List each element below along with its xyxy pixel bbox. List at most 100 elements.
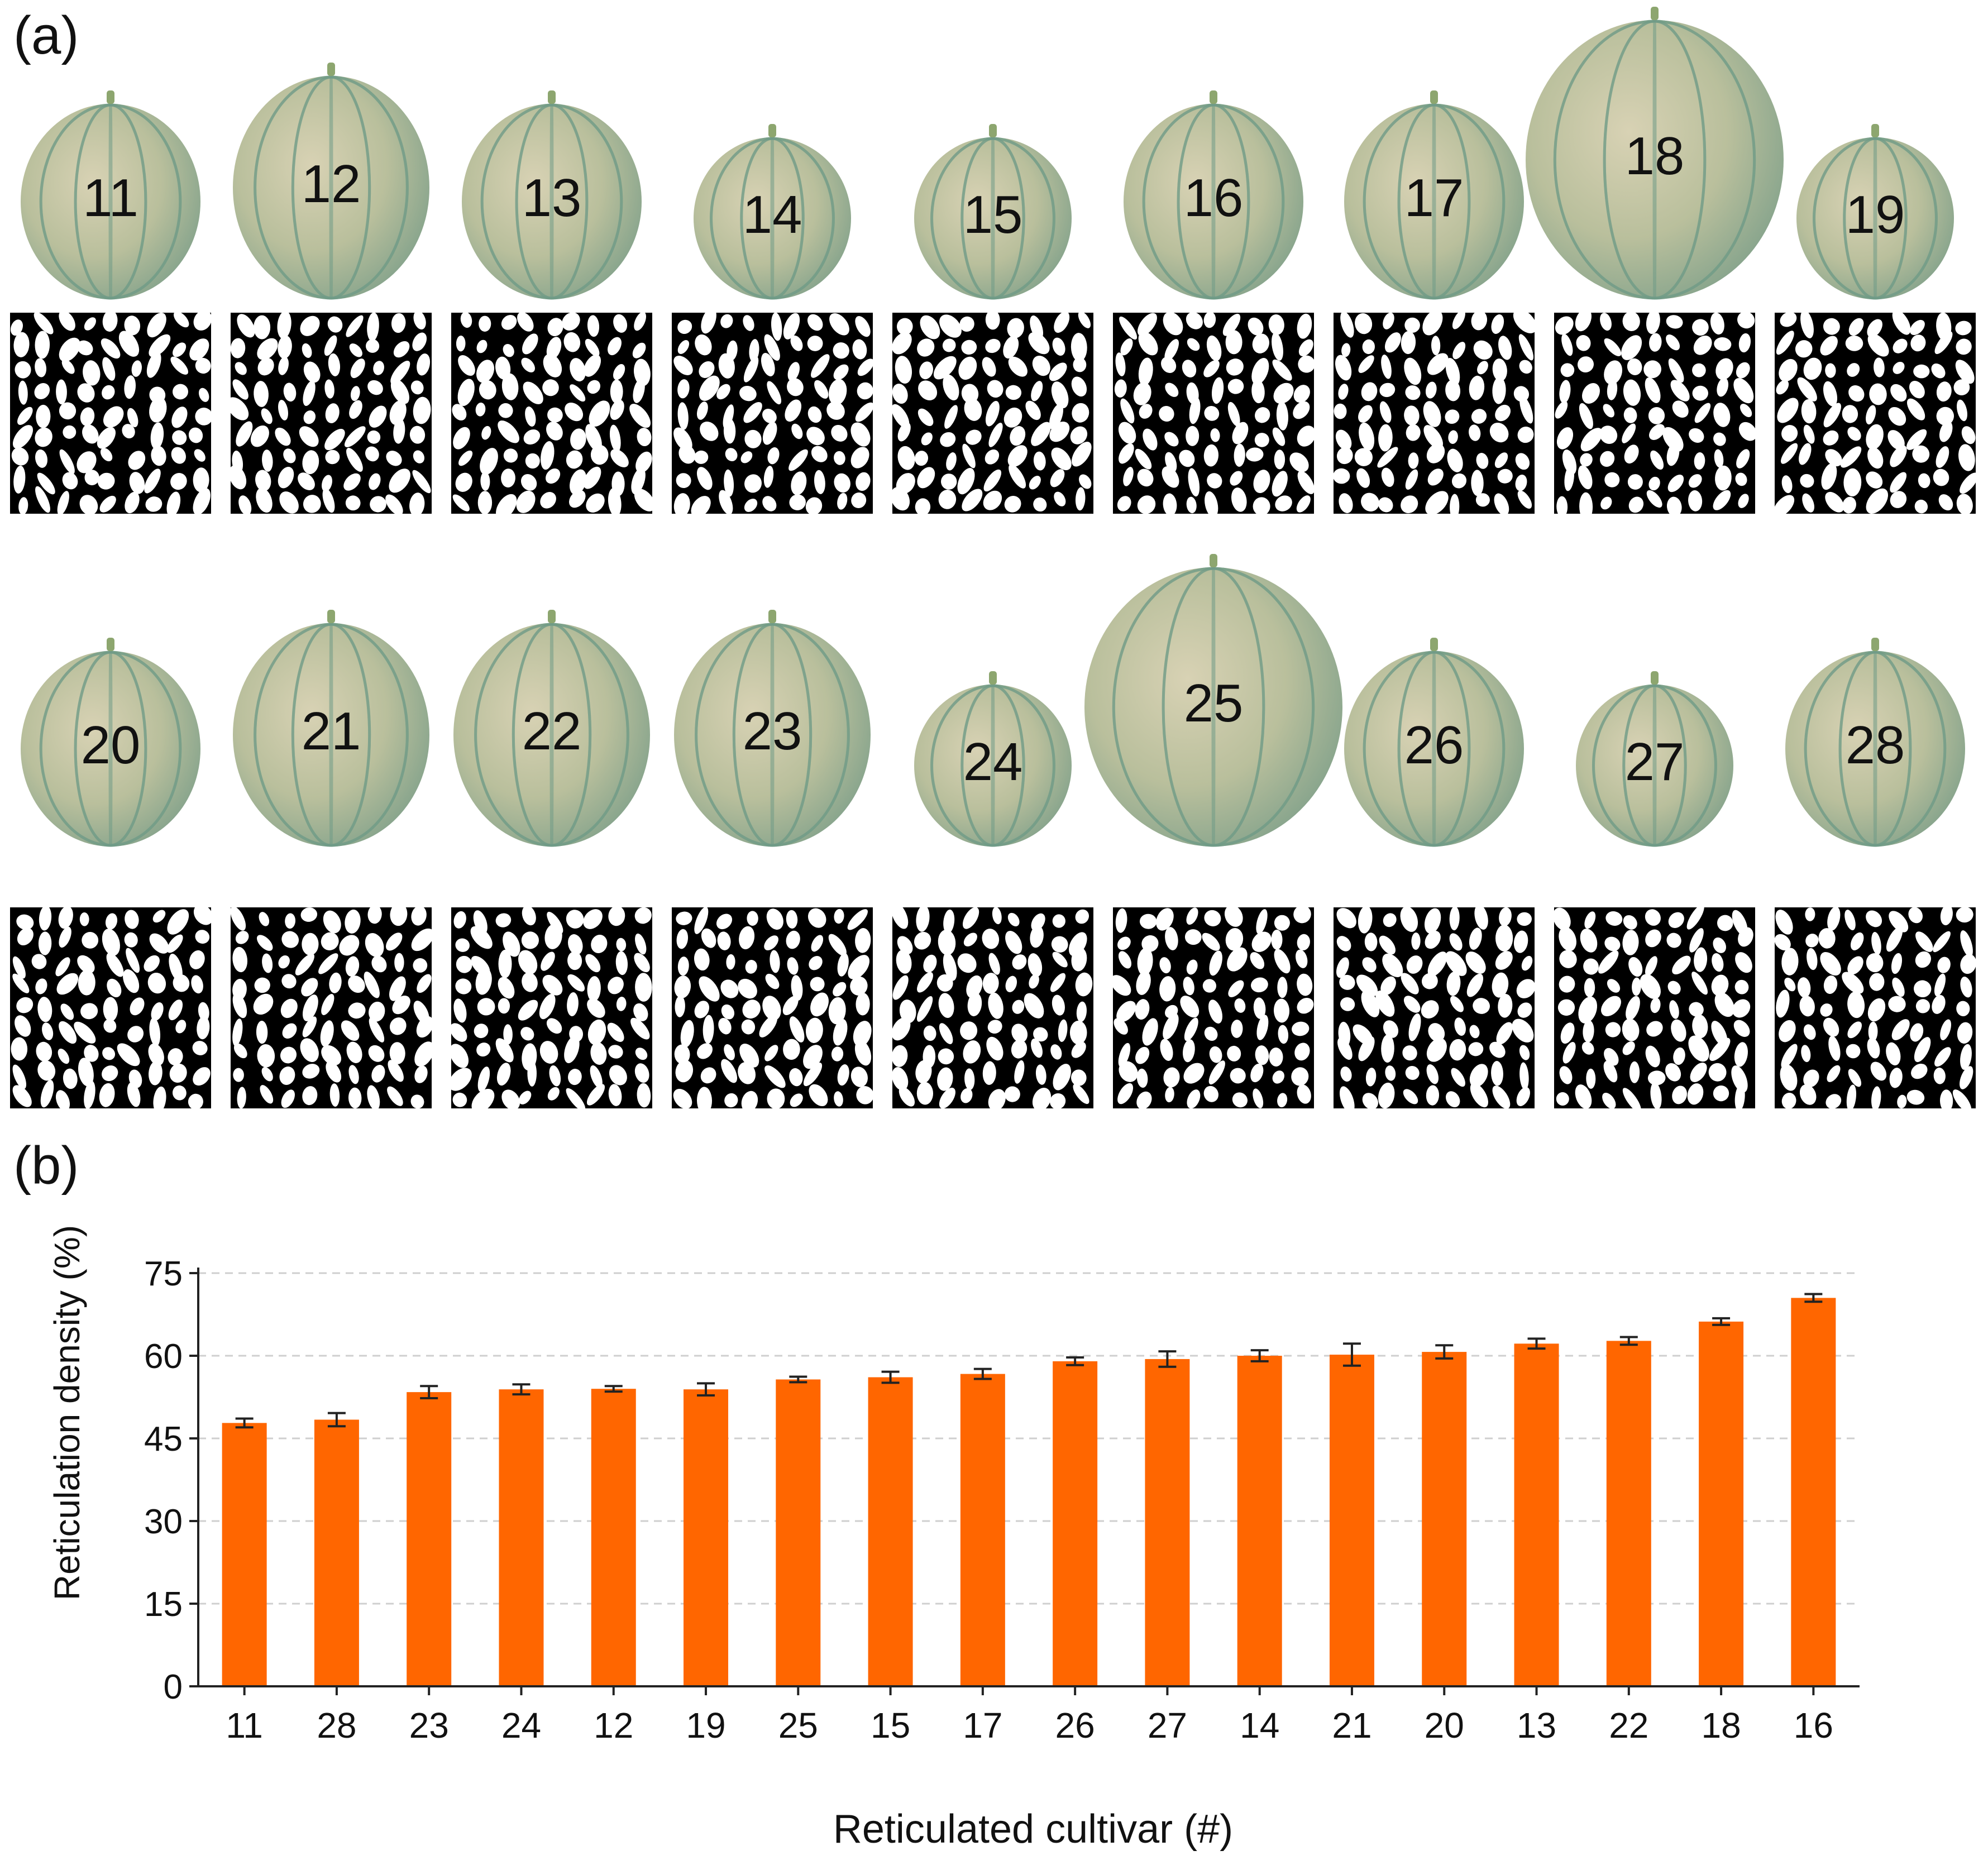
- melon-image: [1785, 638, 1965, 847]
- melon-14: 14: [691, 124, 853, 302]
- melon-number-label: 19: [1845, 185, 1905, 245]
- melon-19: 19: [1794, 124, 1956, 302]
- melon-image: [1796, 124, 1954, 300]
- melon-number-label: 17: [1404, 168, 1464, 228]
- melon-28: 28: [1783, 638, 1967, 849]
- melon-image: [462, 90, 642, 300]
- melon-27: 27: [1574, 671, 1736, 849]
- melon-16: 16: [1121, 90, 1306, 302]
- reticulation-pattern-27: [1554, 907, 1755, 1108]
- reticulation-pattern-19: [1775, 313, 1976, 514]
- reticulation-pattern-24: [892, 907, 1093, 1108]
- melon-number-label: 25: [1183, 673, 1244, 733]
- melon-21: 21: [231, 610, 432, 849]
- melon-23: 23: [672, 610, 873, 849]
- y-tick-label-0: 0: [164, 1668, 183, 1706]
- melon-image: [21, 90, 200, 300]
- reticulation-pattern-22: [451, 907, 652, 1108]
- reticulation-pattern-17: [1334, 313, 1535, 514]
- melon-number-label: 14: [742, 185, 802, 245]
- bar-11: [222, 1423, 267, 1686]
- melon-image: [1084, 554, 1342, 847]
- x-tick-label-20: 20: [1425, 1705, 1464, 1746]
- melon-image: [453, 610, 650, 847]
- bar-12: [591, 1389, 636, 1686]
- melon-22: 22: [451, 610, 652, 849]
- melon-image: [1344, 90, 1524, 300]
- axes: 0 15 30 45 60 75 11 28 23 24 12 19 25 15 17 26 27 14 21 20 1…: [144, 1255, 1860, 1746]
- melon-image: [1344, 638, 1524, 847]
- melon-number-label: 26: [1404, 715, 1464, 775]
- bars: [222, 1293, 1836, 1686]
- bar-18: [1699, 1321, 1744, 1686]
- x-tick-label-14: 14: [1240, 1705, 1279, 1746]
- reticulation-pattern-23: [672, 907, 873, 1108]
- y-tick-label-75: 75: [144, 1255, 183, 1293]
- reticulation-pattern-25: [1113, 907, 1314, 1108]
- bar-13: [1514, 1343, 1559, 1686]
- bar-16: [1791, 1298, 1836, 1686]
- melon-18: 18: [1523, 7, 1786, 302]
- melon-number-label: 28: [1845, 715, 1905, 775]
- y-axis-title: Reticulation density (%): [47, 1225, 87, 1600]
- melon-image: [1576, 671, 1733, 847]
- x-tick-label-15: 15: [871, 1705, 910, 1746]
- bar-21: [1329, 1355, 1374, 1686]
- melon-image: [914, 124, 1072, 300]
- panel-b-label: (b): [13, 1136, 79, 1195]
- reticulation-pattern-18: [1554, 313, 1755, 514]
- reticulation-pattern-13: [451, 313, 652, 514]
- x-tick-label-19: 19: [686, 1705, 725, 1746]
- melon-number-label: 18: [1624, 126, 1685, 186]
- panel-a-label: (a): [13, 6, 79, 65]
- melon-number-label: 23: [742, 701, 802, 761]
- reticulation-pattern-16: [1113, 313, 1314, 514]
- x-tick-label-22: 22: [1609, 1705, 1648, 1746]
- reticulation-pattern-21: [231, 907, 432, 1108]
- reticulation-pattern-11: [10, 313, 211, 514]
- melon-image: [21, 638, 200, 847]
- x-tick-label-23: 23: [409, 1705, 449, 1746]
- x-tick-label-25: 25: [778, 1705, 818, 1746]
- bar-15: [868, 1377, 913, 1686]
- x-tick-label-28: 28: [317, 1705, 356, 1746]
- melon-number-label: 24: [963, 732, 1023, 792]
- melon-11: 11: [18, 90, 203, 302]
- melon-number-label: 12: [301, 154, 361, 214]
- x-tick-label-18: 18: [1701, 1705, 1741, 1746]
- bar-25: [776, 1379, 821, 1686]
- melon-image: [233, 63, 429, 300]
- x-tick-label-26: 26: [1055, 1705, 1095, 1746]
- melon-image: [1526, 7, 1784, 300]
- melon-image: [674, 610, 871, 847]
- melon-image: [1124, 90, 1303, 300]
- bar-28: [314, 1419, 359, 1686]
- melon-number-label: 13: [522, 168, 582, 228]
- reticulation-density-bar-chart: 0 15 30 45 60 75 11 28 23 24 12 19 25 15 17 26 27 14 21 20 1…: [47, 1225, 1860, 1852]
- melon-number-label: 15: [963, 185, 1023, 245]
- bar-14: [1237, 1356, 1282, 1686]
- bar-27: [1145, 1359, 1190, 1686]
- melon-12: 12: [231, 63, 432, 302]
- melon-number-label: 16: [1183, 168, 1244, 228]
- reticulation-pattern-15: [892, 313, 1093, 514]
- y-tick-label-45: 45: [144, 1420, 183, 1458]
- x-tick-label-13: 13: [1517, 1705, 1556, 1746]
- x-tick-label-11: 11: [226, 1705, 262, 1746]
- bar-20: [1422, 1352, 1467, 1686]
- bar-19: [684, 1389, 729, 1686]
- melon-image: [233, 610, 429, 847]
- x-tick-label-27: 27: [1148, 1705, 1187, 1746]
- melon-25: 25: [1082, 554, 1345, 849]
- melon-15: 15: [912, 124, 1074, 302]
- melon-24: 24: [912, 671, 1074, 849]
- melon-26: 26: [1342, 638, 1526, 849]
- x-tick-label-17: 17: [963, 1705, 1002, 1746]
- melon-number-label: 21: [301, 701, 361, 761]
- y-tick-label-15: 15: [144, 1585, 183, 1624]
- x-axis-title: Reticulated cultivar (#): [833, 1807, 1233, 1852]
- bar-22: [1606, 1341, 1651, 1686]
- reticulation-pattern-20: [10, 907, 211, 1108]
- x-tick-label-21: 21: [1332, 1705, 1371, 1746]
- x-tick-label-24: 24: [501, 1705, 541, 1746]
